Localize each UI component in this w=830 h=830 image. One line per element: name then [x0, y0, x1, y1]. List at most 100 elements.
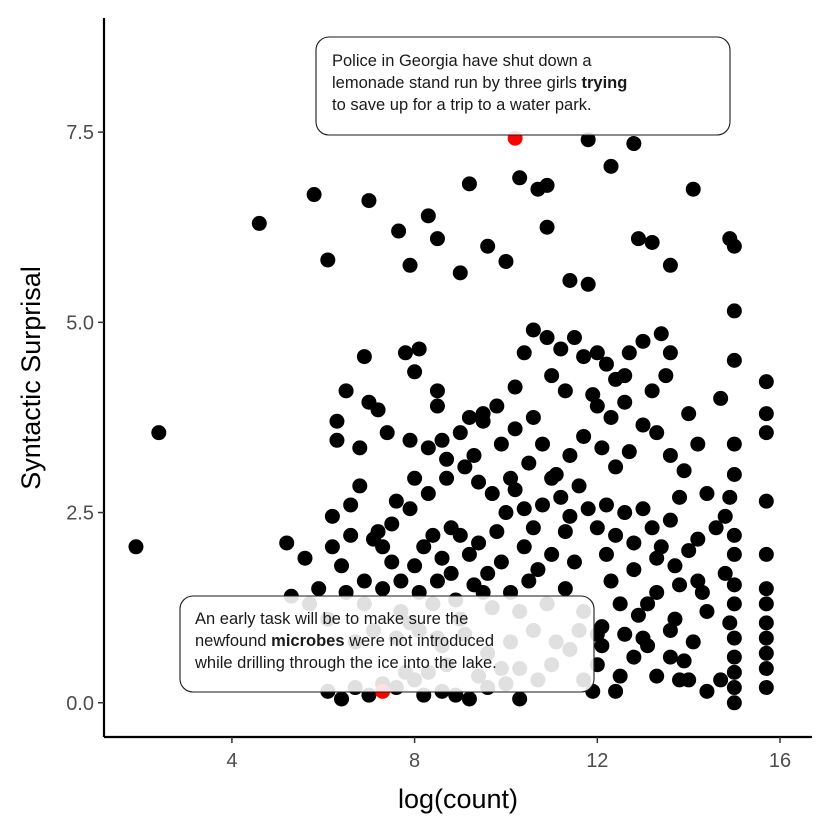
data-point	[708, 520, 724, 536]
data-point	[525, 409, 541, 425]
data-point	[635, 417, 651, 433]
data-point	[324, 539, 340, 555]
data-point	[640, 638, 656, 654]
data-point	[626, 535, 642, 551]
data-point	[434, 550, 450, 566]
data-point	[758, 630, 774, 646]
data-point	[621, 345, 637, 361]
data-point	[388, 493, 404, 509]
data-point	[251, 215, 267, 231]
data-point	[649, 584, 665, 600]
data-point	[493, 554, 509, 570]
axes-layer: 4 8 12 16 0.0 2.5 5.0 7.5	[66, 18, 812, 772]
data-point	[320, 252, 336, 268]
annotation-line: newfound microbes were not introduced	[195, 632, 494, 650]
data-point	[662, 649, 678, 665]
data-point	[466, 447, 482, 463]
data-point	[420, 486, 436, 502]
data-point	[580, 501, 596, 517]
data-point	[356, 573, 372, 589]
data-point	[630, 607, 646, 623]
data-point	[722, 615, 738, 631]
data-point	[475, 406, 491, 422]
data-point	[493, 436, 509, 452]
data-point	[402, 501, 418, 517]
data-point	[594, 638, 610, 654]
data-point	[726, 238, 742, 254]
annotation-line: while drilling through the ice into the …	[194, 654, 497, 672]
data-point	[699, 683, 715, 699]
data-point	[649, 550, 665, 566]
data-point	[672, 489, 688, 505]
data-point	[658, 368, 674, 384]
data-point	[699, 486, 715, 502]
data-point	[621, 444, 637, 460]
data-point	[630, 231, 646, 247]
data-point	[557, 383, 573, 399]
data-point	[598, 546, 614, 562]
data-point	[726, 527, 742, 543]
data-point	[539, 330, 555, 346]
data-point	[535, 436, 551, 452]
data-point	[662, 512, 678, 528]
data-point	[681, 543, 697, 559]
data-point	[507, 421, 523, 437]
data-point	[128, 539, 144, 555]
data-point	[402, 432, 418, 448]
y-axis-title: Syntactic Surprisal	[16, 266, 46, 490]
data-point	[758, 406, 774, 422]
data-point	[644, 520, 660, 536]
data-point	[576, 428, 592, 444]
data-point	[726, 352, 742, 368]
data-point	[726, 577, 742, 593]
data-point	[429, 398, 445, 414]
data-point	[521, 455, 537, 471]
data-point	[726, 630, 742, 646]
data-point	[512, 691, 528, 707]
data-point	[717, 565, 733, 581]
data-point	[612, 668, 628, 684]
data-point	[617, 368, 633, 384]
data-point	[571, 478, 587, 494]
data-point	[539, 219, 555, 235]
data-point	[758, 425, 774, 441]
data-point	[662, 257, 678, 273]
data-point	[411, 341, 427, 357]
data-point	[690, 436, 706, 452]
data-point	[626, 649, 642, 665]
data-point	[758, 374, 774, 390]
data-point	[690, 531, 706, 547]
data-point	[397, 345, 413, 361]
data-point	[416, 539, 432, 555]
annotation-line: to save up for a trip to a water park.	[332, 96, 592, 114]
data-point	[726, 303, 742, 319]
data-point	[726, 664, 742, 680]
data-point	[598, 356, 614, 372]
data-point	[580, 276, 596, 292]
data-point	[521, 573, 537, 589]
data-point	[425, 527, 441, 543]
data-point	[452, 265, 468, 281]
data-point	[617, 394, 633, 410]
data-point	[343, 527, 359, 543]
data-point	[644, 234, 660, 250]
data-point	[452, 425, 468, 441]
x-tick-label: 16	[769, 750, 791, 772]
data-point	[603, 573, 619, 589]
data-point	[758, 596, 774, 612]
data-point	[589, 520, 605, 536]
data-point	[626, 136, 642, 152]
annotation-text-span: Police in Georgia have shut down a	[332, 52, 592, 70]
data-point	[635, 333, 651, 349]
data-point	[420, 208, 436, 224]
data-point	[557, 581, 573, 597]
annotation-label: An early task will be to make sure the ne…	[179, 595, 595, 693]
data-point	[726, 467, 742, 483]
data-point	[726, 695, 742, 711]
data-point	[608, 683, 624, 699]
data-point	[429, 573, 445, 589]
data-point	[562, 272, 578, 288]
data-point	[758, 680, 774, 696]
annotation-box	[315, 36, 731, 136]
